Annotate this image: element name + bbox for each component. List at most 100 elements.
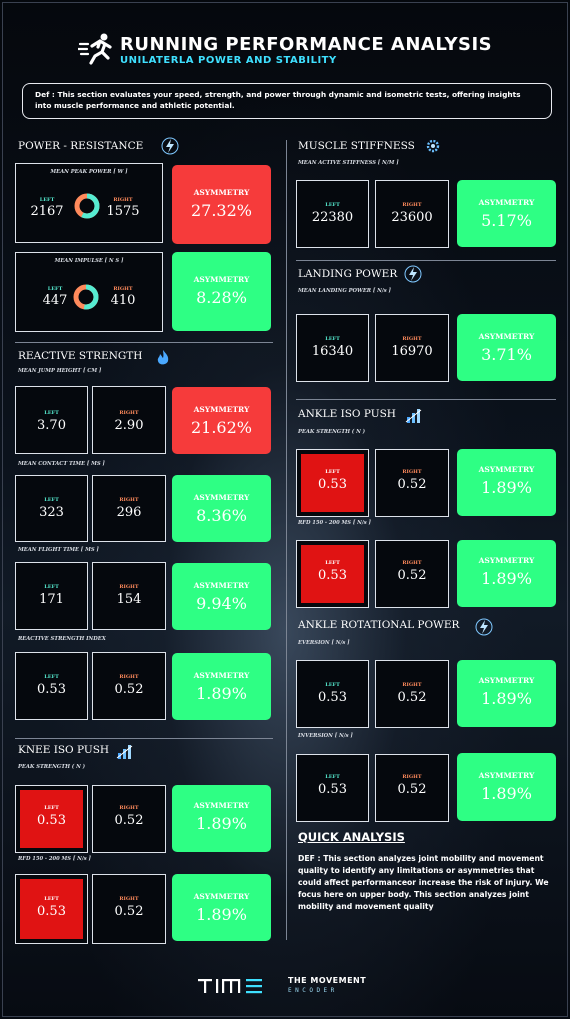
- right-label: RIGHT: [402, 682, 422, 688]
- left-value-box: LEFT 0.53: [15, 652, 88, 720]
- right-value: 0.52: [114, 813, 144, 828]
- left-label: LEFT: [44, 805, 59, 811]
- left-label: LEFT: [44, 674, 59, 680]
- left-label: LEFT: [47, 286, 63, 292]
- right-value-box: RIGHT 0.52: [375, 540, 449, 608]
- quick-analysis-text: DEF : This section analyzes joint mobili…: [298, 854, 549, 911]
- left-value-box-flagged: LEFT 0.53: [15, 785, 88, 853]
- metric-label: MEAN JUMP HEIGHT [ CM ]: [18, 368, 102, 374]
- left-value: 0.53: [318, 690, 347, 705]
- section-title-ankle-rotational-power: ANKLE ROTATIONAL POWER: [298, 619, 460, 631]
- footer-brand: THE MOVEMENT ENCODER: [198, 975, 398, 997]
- asymmetry-label: ASYMMETRY: [478, 676, 535, 685]
- brand-name: THE MOVEMENT: [288, 976, 367, 985]
- right-value-box: RIGHT 2.90: [92, 386, 166, 454]
- left-value: 2167: [30, 204, 64, 219]
- right-label: RIGHT: [119, 674, 139, 680]
- right-label: RIGHT: [119, 584, 139, 590]
- right-value: 410: [110, 293, 136, 308]
- runner-logo-icon: [78, 33, 112, 65]
- asymmetry-label: ASYMMETRY: [193, 493, 250, 502]
- left-value: 0.53: [318, 782, 347, 797]
- left-label: LEFT: [39, 197, 55, 203]
- left-value-box-flagged: LEFT 0.53: [296, 449, 369, 517]
- right-label: RIGHT: [402, 469, 422, 475]
- page-title: RUNNING PERFORMANCE ANALYSIS: [120, 34, 493, 55]
- right-value-box: RIGHT 16970: [375, 314, 449, 382]
- metric-label: INVERSION [ N/s ]: [298, 733, 353, 739]
- left-value-box: LEFT 171: [15, 562, 88, 630]
- donut-chart-icon: [73, 284, 99, 310]
- metric-label: REACTIVE STRENGTH INDEX: [18, 636, 106, 642]
- asymmetry-label: ASYMMETRY: [193, 275, 250, 284]
- asymmetry-card-eversion: ASYMMETRY 1.89%: [457, 660, 556, 727]
- tme-logo-icon: [198, 979, 262, 994]
- metric-label: PEAK STRENGTH ( N ): [298, 429, 366, 435]
- metric-label: PEAK STRENGTH ( N ): [18, 764, 86, 770]
- right-label: RIGHT: [402, 560, 422, 566]
- section-title-muscle-stiffness: MUSCLE STIFFNESS: [298, 140, 415, 152]
- left-label: LEFT: [44, 497, 59, 503]
- asymmetry-value: 1.89%: [196, 814, 247, 833]
- section-title-knee-iso-push: KNEE ISO PUSH: [18, 744, 110, 756]
- right-label: RIGHT: [402, 336, 422, 342]
- right-label: RIGHT: [119, 805, 139, 811]
- donut-chart-icon: [74, 193, 100, 219]
- metric-label: MEAN PEAK POWER [ W ]: [50, 169, 128, 175]
- right-value-box: RIGHT 0.52: [92, 785, 166, 853]
- asymmetry-value: 1.89%: [481, 784, 532, 803]
- left-value-box: LEFT 0.53: [296, 660, 369, 728]
- asymmetry-value: 8.36%: [196, 506, 247, 525]
- asymmetry-card-contact-time: ASYMMETRY 8.36%: [172, 475, 271, 542]
- right-value: 154: [116, 592, 142, 607]
- asymmetry-value: 3.71%: [481, 345, 532, 364]
- section-title-landing-power: LANDING POWER: [298, 268, 398, 280]
- asymmetry-value: 5.17%: [481, 211, 532, 230]
- left-value: 447: [42, 293, 68, 308]
- metric-label: EVERSION [ N/s ]: [298, 640, 350, 646]
- flame-icon: [157, 350, 169, 365]
- right-value: 0.52: [397, 568, 427, 583]
- left-label: LEFT: [325, 560, 340, 566]
- left-value-box-flagged: LEFT 0.53: [15, 874, 88, 944]
- asymmetry-label: ASYMMETRY: [193, 188, 250, 197]
- right-label: RIGHT: [119, 497, 139, 503]
- asymmetry-label: ASYMMETRY: [478, 332, 535, 341]
- right-value-box: RIGHT 0.52: [375, 660, 449, 728]
- asymmetry-card-knee-rfd: ASYMMETRY 1.89%: [172, 874, 271, 941]
- right-value: 16970: [391, 344, 433, 359]
- asymmetry-card-rsi: ASYMMETRY 1.89%: [172, 653, 271, 720]
- right-value: 296: [116, 505, 142, 520]
- metric-label: MEAN LANDING POWER [ N/s ]: [298, 288, 391, 294]
- asymmetry-card-impulse: ASYMMETRY 8.28%: [172, 252, 271, 331]
- asymmetry-value: 1.89%: [481, 689, 532, 708]
- metric-label: MEAN ACTIVE STIFFNESS [ N/M ]: [298, 160, 399, 166]
- metric-label: RFD 150 - 200 MS [ N/s ]: [18, 856, 91, 862]
- asymmetry-value: 1.89%: [196, 684, 247, 703]
- asymmetry-card-peak-power: ASYMMETRY 27.32%: [172, 165, 271, 244]
- asymmetry-card-ankle-peak: ASYMMETRY 1.89%: [457, 449, 556, 516]
- left-value: 323: [39, 505, 64, 520]
- right-value-box: RIGHT 23600: [375, 180, 449, 248]
- quick-analysis-title: QUICK ANALYSIS: [298, 830, 405, 844]
- asymmetry-card-stiffness: ASYMMETRY 5.17%: [457, 180, 556, 247]
- asymmetry-label: ASYMMETRY: [478, 198, 535, 207]
- metric-label: MEAN FLIGHT TIME [ MS ]: [18, 547, 99, 553]
- asymmetry-value: 1.89%: [481, 569, 532, 588]
- peak-power-box: MEAN PEAK POWER [ W ] LEFT 2167 RIGHT 15…: [15, 163, 163, 243]
- left-value-box: LEFT 16340: [296, 314, 369, 382]
- right-value: 2.90: [114, 418, 144, 433]
- right-label: RIGHT: [113, 197, 133, 203]
- brand-subname: ENCODER: [288, 987, 338, 994]
- flag-fill: [20, 790, 83, 848]
- flag-fill: [301, 454, 364, 512]
- left-value: 16340: [311, 344, 354, 359]
- asymmetry-card-inversion: ASYMMETRY 1.89%: [457, 753, 556, 821]
- left-value: 0.53: [318, 568, 347, 583]
- right-value: 23600: [391, 210, 433, 225]
- lightning-icon: [475, 618, 493, 636]
- asymmetry-card-ankle-rfd: ASYMMETRY 1.89%: [457, 540, 556, 607]
- gear-icon: [426, 139, 440, 153]
- flag-fill: [301, 545, 364, 603]
